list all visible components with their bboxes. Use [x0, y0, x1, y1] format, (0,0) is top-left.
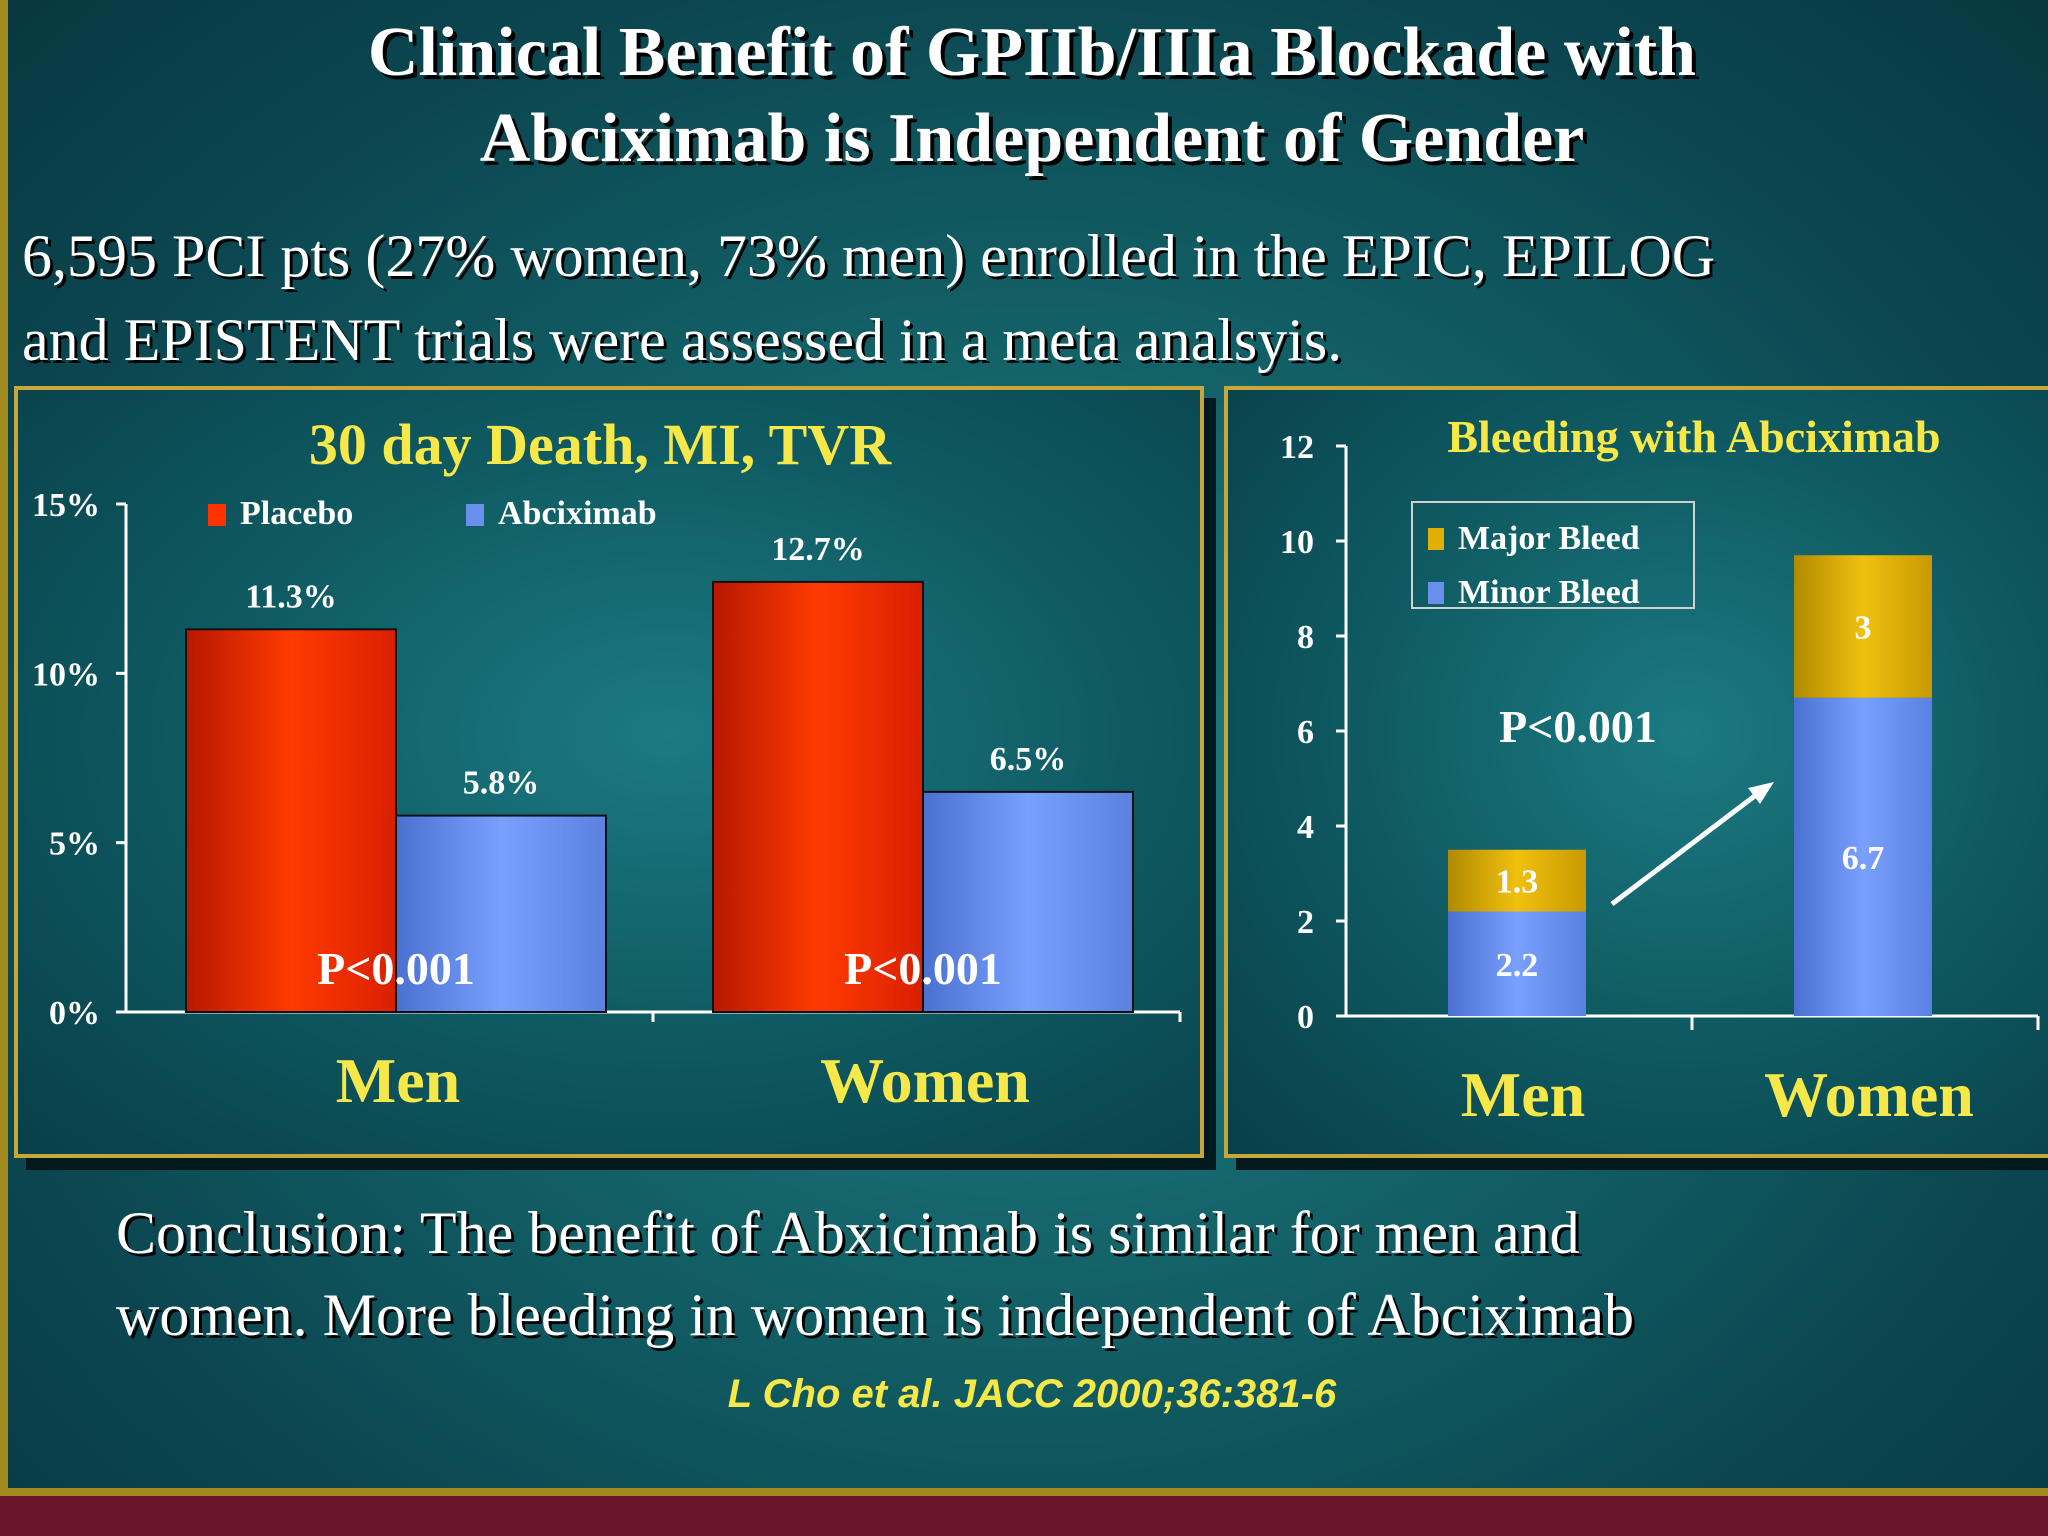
right-chart-panel: Bleeding with Abciximab 0 2 4 6 8 10 12 Major Bl…	[1224, 386, 2048, 1158]
data-label: 11.3%	[245, 578, 337, 615]
legend-box	[1411, 501, 1695, 609]
y-tick-label: 0	[1297, 999, 1314, 1036]
citation: L Cho et al. JACC 2000;36:381-6	[727, 1372, 1337, 1416]
bar-minor-bleed-men	[1448, 911, 1586, 1016]
legend-swatch-abciximab	[466, 504, 484, 526]
trend-arrow-head	[1748, 782, 1774, 804]
legend-swatch-placebo	[208, 504, 226, 526]
y-tick-label: 0%	[49, 995, 100, 1032]
p-value-label: P<0.001	[844, 943, 1002, 994]
category-label: Men	[1461, 1059, 1585, 1130]
bar-abciximab-men	[395, 814, 607, 1013]
left-chart-panel: 30 day Death, MI, TVR 0% 5% 10% 15% Placebo Ab…	[14, 386, 1204, 1158]
bar-major-bleed-men	[1448, 849, 1586, 912]
death-mi-tvr-chart: 30 day Death, MI, TVR 0% 5% 10% 15% Placebo Ab…	[32, 412, 1182, 1116]
legend-swatch-major-bleed	[1428, 528, 1444, 550]
chart-title: 30 day Death, MI, TVR	[309, 412, 892, 477]
y-tick-label: 4	[1297, 809, 1314, 846]
p-value-label: P<0.001	[317, 943, 475, 994]
data-label: 6.5%	[990, 741, 1067, 778]
y-tick-label: 6	[1297, 714, 1314, 751]
data-label: 2.2	[1496, 947, 1539, 984]
data-label: 1.3	[1496, 864, 1539, 901]
slide-title-line2: Abciximab is Independent of Gender	[479, 100, 1585, 177]
bar-placebo-men	[185, 628, 397, 1013]
bleeding-chart: Bleeding with Abciximab 0 2 4 6 8 10 12 Major Bl…	[1280, 411, 2040, 1130]
conclusion-line2: women. More bleeding in women is indepen…	[116, 1282, 1635, 1348]
y-tick-label: 12	[1280, 429, 1314, 466]
y-tick-label: 5%	[49, 826, 100, 863]
conclusion-line1: Conclusion: The benefit of Abxicimab is …	[116, 1200, 1580, 1266]
data-label: 6.7	[1842, 840, 1885, 877]
chart-title: Bleeding with Abciximab	[1447, 411, 1940, 462]
subtitle-line2: and EPISTENT trials were assessed in a m…	[22, 307, 1343, 373]
slide: Clinical Benefit of GPIIb/IIIa Blockade …	[0, 0, 2048, 1496]
y-tick-label: 8	[1297, 619, 1314, 656]
category-label: Women	[820, 1045, 1030, 1116]
bar-abciximab-women	[922, 790, 1134, 1013]
slide-title-line1: Clinical Benefit of GPIIb/IIIa Blockade …	[367, 14, 1697, 91]
y-tick-label: 2	[1297, 904, 1314, 941]
legend-label-major-bleed: Major Bleed	[1458, 520, 1640, 557]
trend-arrow-line	[1610, 790, 1762, 906]
bar-minor-bleed-women	[1794, 697, 1932, 1016]
conclusion: Conclusion: The benefit of Abxicimab is …	[116, 1192, 1634, 1356]
y-tick-label: 10%	[32, 656, 100, 693]
bar-major-bleed-women	[1794, 555, 1932, 698]
y-tick-label: 10	[1280, 524, 1314, 561]
subtitle-line1: 6,595 PCI pts (27% women, 73% men) enrol…	[22, 223, 1716, 289]
data-label: 3	[1855, 610, 1872, 647]
legend-label-minor-bleed: Minor Bleed	[1458, 574, 1640, 611]
category-label: Women	[1764, 1059, 1974, 1130]
y-tick-label: 15%	[32, 487, 100, 524]
p-value-label: P<0.001	[1499, 701, 1657, 752]
legend-swatch-minor-bleed	[1428, 582, 1444, 604]
data-label: 12.7%	[771, 531, 865, 568]
data-label: 5.8%	[463, 765, 540, 802]
category-label: Men	[336, 1045, 460, 1116]
bar-placebo-women	[712, 580, 924, 1013]
legend-label-abciximab: Abciximab	[498, 495, 657, 532]
legend-label-placebo: Placebo	[240, 495, 353, 532]
